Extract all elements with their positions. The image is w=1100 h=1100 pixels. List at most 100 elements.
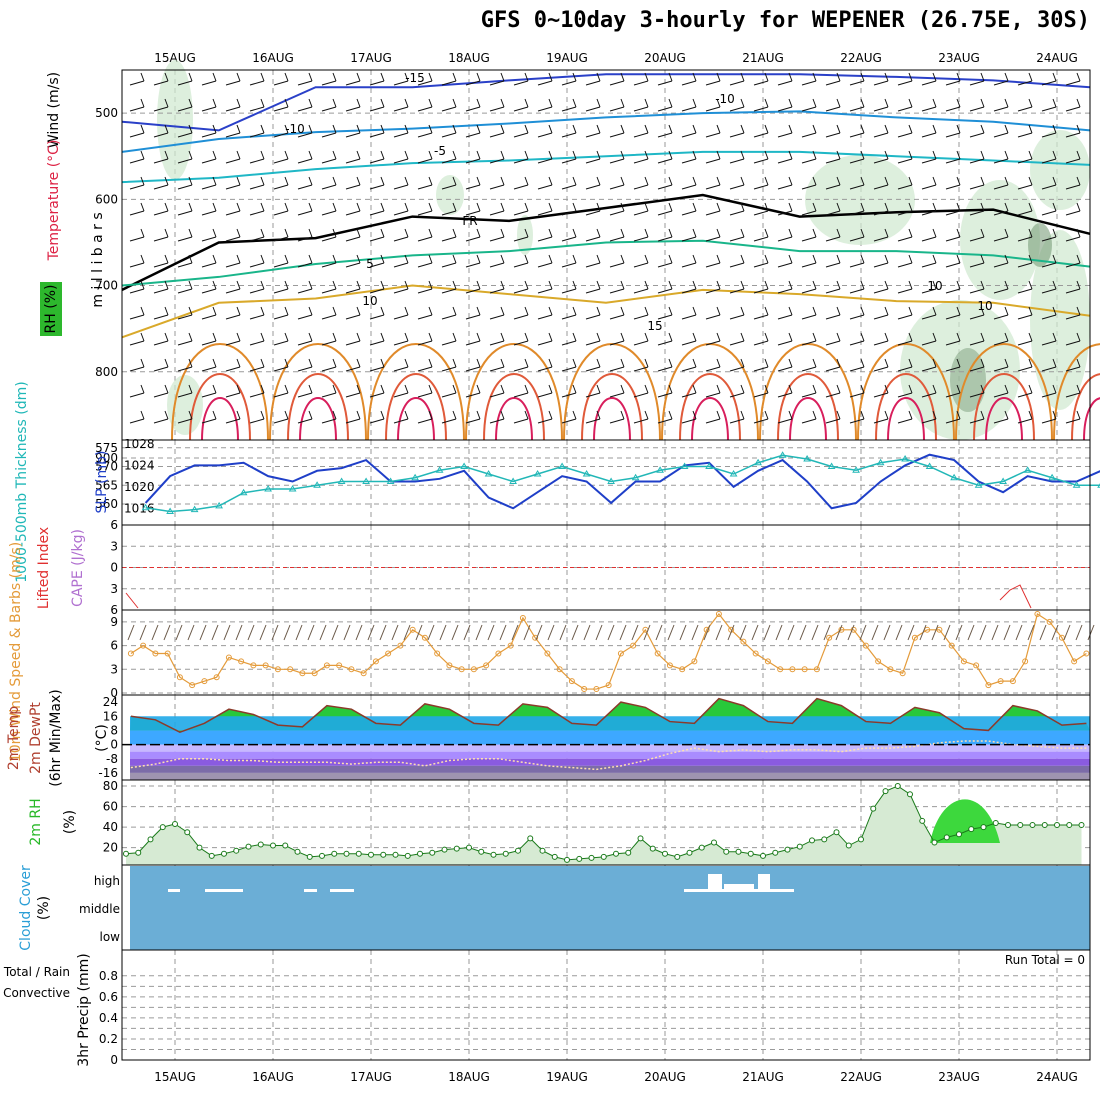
wind-barb — [225, 280, 241, 294]
dewpt-band — [130, 772, 1090, 780]
wind-barb — [417, 254, 433, 268]
wind-barb — [297, 124, 313, 138]
rh-shading — [157, 60, 193, 180]
wind-barb — [1065, 228, 1081, 242]
wind-barb — [993, 358, 1009, 372]
wind-barb — [777, 410, 793, 424]
li-tick-label: 0 — [110, 561, 118, 575]
wind-barb — [801, 280, 817, 294]
wind-barb — [369, 306, 385, 320]
wind-barb-10m — [403, 624, 411, 641]
wind-speed-point — [924, 626, 931, 633]
wind-barb-10m — [583, 624, 591, 641]
wind-barb — [777, 72, 793, 86]
wind-barb — [129, 254, 145, 268]
wind-speed-point — [164, 650, 171, 657]
wind-barb — [849, 306, 865, 320]
wind-barb — [129, 124, 145, 138]
wind-barb — [561, 254, 577, 268]
wind-barb — [825, 358, 841, 372]
wind-barb — [249, 384, 265, 398]
wind-barb — [729, 202, 745, 216]
wind-barb — [1041, 306, 1057, 320]
wind-barb — [657, 306, 673, 320]
wind-barb — [177, 306, 193, 320]
wind-barb — [897, 150, 913, 164]
wind-barb — [777, 176, 793, 190]
wind-barb — [513, 358, 529, 372]
wind-barb — [729, 98, 745, 112]
rh-point — [1066, 822, 1073, 829]
wind-barb-10m — [883, 624, 891, 641]
wind-barb — [681, 150, 697, 164]
wind-barb-10m — [907, 624, 915, 641]
wind-barb — [657, 254, 673, 268]
wind-barb — [825, 306, 841, 320]
wind-barb — [153, 72, 169, 86]
wind-barb — [993, 202, 1009, 216]
wind-barb — [801, 228, 817, 242]
thickness-point — [607, 477, 615, 484]
wind-barb — [993, 98, 1009, 112]
rh-point — [208, 852, 215, 859]
wind-barb — [513, 306, 529, 320]
wind-tick-label: 0 — [110, 686, 118, 700]
wind-barb — [825, 98, 841, 112]
wind-barb — [921, 332, 937, 346]
wind-barb — [945, 332, 961, 346]
wind-barb — [609, 228, 625, 242]
wind-barb — [657, 384, 673, 398]
thickness-tick-label: 560 — [95, 497, 118, 511]
wind-barb — [705, 176, 721, 190]
wind-barb — [801, 176, 817, 190]
wind-barb — [897, 332, 913, 346]
wind-barb — [1017, 384, 1033, 398]
wind-barb-10m — [1063, 624, 1071, 641]
thickness-point — [974, 481, 983, 488]
thickness-tick-label: 575 — [95, 441, 118, 455]
wind-barb-10m — [823, 624, 831, 641]
wind-barb — [489, 124, 505, 138]
wind-barb — [849, 410, 865, 424]
rh-point — [576, 855, 583, 862]
rh-point — [233, 847, 240, 854]
wind-barb — [633, 124, 649, 138]
wind-barb-10m — [247, 624, 255, 641]
precip-tick-label: 0.4 — [99, 1011, 118, 1025]
wind-barb-10m — [667, 624, 675, 641]
wind-barb — [225, 358, 241, 372]
wind-barb — [225, 98, 241, 112]
wind-barb — [609, 384, 625, 398]
wind-speed-point — [654, 650, 661, 657]
wind-barb — [729, 72, 745, 86]
wind-barb — [201, 280, 217, 294]
wind-barb — [393, 384, 409, 398]
wind-speed-point — [1071, 658, 1078, 665]
bottom-date-label: 15AUG — [154, 1070, 196, 1084]
wind-barb — [945, 254, 961, 268]
wind-barb — [681, 306, 697, 320]
thickness-line — [145, 454, 1100, 513]
wind-tick-label: 9 — [110, 615, 118, 629]
wind-barb — [561, 124, 577, 138]
wind-barb — [513, 72, 529, 86]
dewpt-band — [130, 744, 1090, 752]
wind-barb — [201, 124, 217, 138]
wind-barb — [657, 202, 673, 216]
wind-speed-point — [715, 611, 722, 617]
warm-contour — [495, 397, 533, 441]
wind-barb-10m — [847, 624, 855, 641]
wind-speed-point — [421, 634, 428, 641]
wind-speed-point — [127, 650, 134, 657]
wind-barb — [177, 176, 193, 190]
li-tick-label: 6 — [110, 518, 118, 532]
rh-point — [625, 849, 632, 856]
wind-barb — [225, 254, 241, 268]
wind-barb — [417, 202, 433, 216]
wind-barb — [297, 72, 313, 86]
rh-point — [588, 854, 595, 861]
wind-barb — [921, 176, 937, 190]
rh-point — [637, 835, 644, 842]
temperature-contour — [121, 110, 1091, 153]
wind-barb — [657, 228, 673, 242]
